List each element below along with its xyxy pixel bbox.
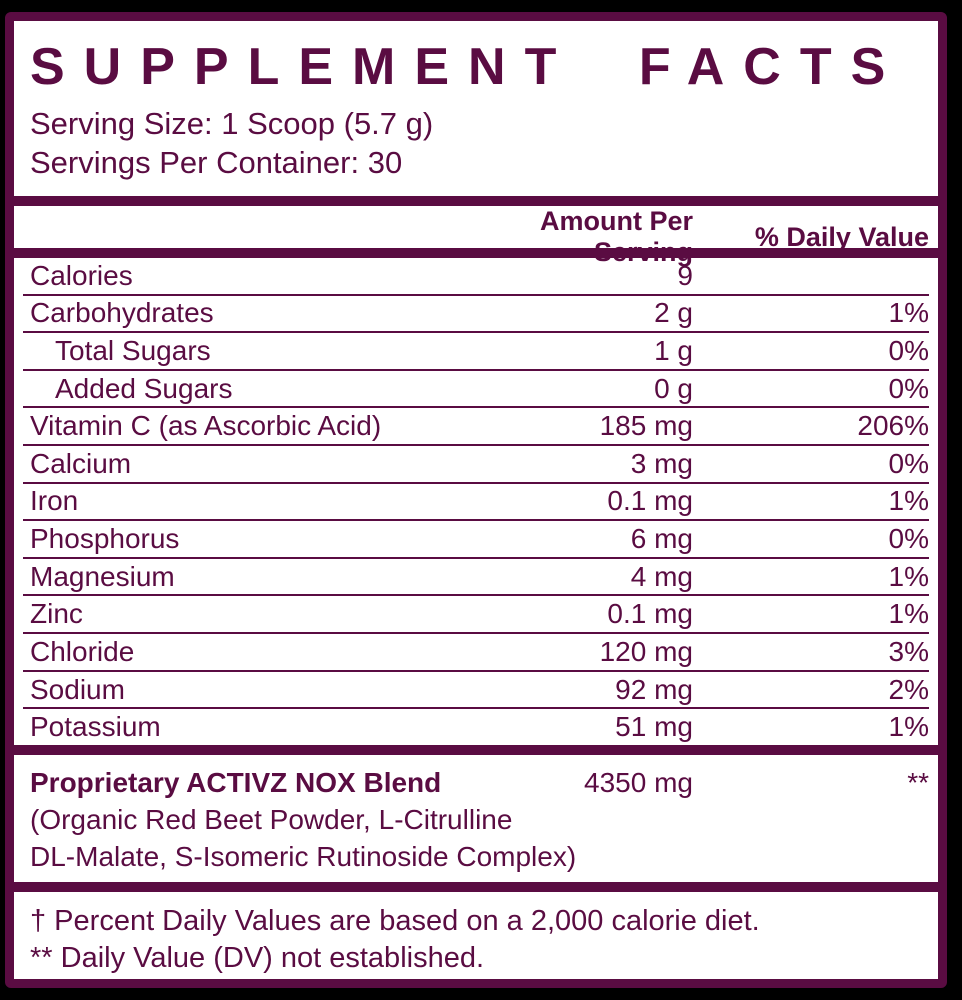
amount-value: 4 mg xyxy=(630,560,693,592)
nutrient-name: Vitamin C (as Ascorbic Acid) xyxy=(30,410,382,442)
amount-value: 185 mg xyxy=(599,410,693,442)
nutrient-name: Calories xyxy=(30,259,133,291)
dv-value: 2% xyxy=(888,673,929,705)
column-header-row: Amount Per Serving % Daily Value xyxy=(14,206,938,267)
blend-ingredients-line2: DL-Malate, S-Isomeric Rutinoside Complex… xyxy=(30,841,577,872)
percent-daily-value-header: % Daily Value xyxy=(754,221,929,252)
row-magnesium: Magnesium 4 mg 1% xyxy=(23,559,929,597)
amount-value: 0.1 mg xyxy=(607,598,693,630)
blend-row: Proprietary ACTIVZ NOX Blend 4350 mg ** xyxy=(30,764,929,801)
dv-value: 1% xyxy=(888,485,929,517)
nutrient-name: Phosphorus xyxy=(30,523,180,555)
row-potassium: Potassium 51 mg 1% xyxy=(23,709,929,745)
section-divider xyxy=(14,248,938,258)
row-total-sugars: Total Sugars 1 g 0% xyxy=(23,333,929,371)
dv-value: 1% xyxy=(888,711,929,743)
row-sodium: Sodium 92 mg 2% xyxy=(23,672,929,710)
nutrient-name: Added Sugars xyxy=(55,372,233,404)
blend-ingredients-line1: (Organic Red Beet Powder, L-Citrulline xyxy=(30,804,513,835)
nutrient-name: Potassium xyxy=(30,711,161,743)
supplement-facts-panel: SUPPLEMENT FACTS Serving Size: 1 Scoop (… xyxy=(5,12,947,988)
amount-value: 1 g xyxy=(654,335,693,367)
blend-amount: 4350 mg xyxy=(584,767,693,798)
row-iron: Iron 0.1 mg 1% xyxy=(23,484,929,522)
footnote-daily-values: † Percent Daily Values are based on a 2,… xyxy=(30,905,760,937)
section-divider xyxy=(14,882,938,892)
amount-value: 9 xyxy=(677,259,693,291)
amount-value: 120 mg xyxy=(599,635,693,667)
footnotes-section: † Percent Daily Values are based on a 2,… xyxy=(14,892,938,979)
row-chloride: Chloride 120 mg 3% xyxy=(23,634,929,672)
row-vitamin-c: Vitamin C (as Ascorbic Acid) 185 mg 206% xyxy=(23,408,929,447)
amount-value: 92 mg xyxy=(615,673,693,705)
amount-value: 0 g xyxy=(654,372,693,404)
dv-value: 0% xyxy=(888,372,929,404)
nutrient-name: Iron xyxy=(30,485,79,517)
dv-value: 0% xyxy=(888,447,929,479)
row-phosphorus: Phosphorus 6 mg 0% xyxy=(23,521,929,559)
nutrient-name: Chloride xyxy=(30,635,135,667)
nutrient-name: Sodium xyxy=(30,673,125,705)
dv-value: 1% xyxy=(888,297,929,329)
amount-value: 51 mg xyxy=(615,711,693,743)
nutrient-table: Calories 9 Carbohydrates 2 g 1% Total Su… xyxy=(14,258,938,745)
nutrient-name: Total Sugars xyxy=(55,335,211,367)
serving-size: Serving Size: 1 Scoop (5.7 g) xyxy=(30,106,434,142)
dv-value: 206% xyxy=(857,410,929,442)
row-calcium: Calcium 3 mg 0% xyxy=(23,446,929,484)
row-added-sugars: Added Sugars 0 g 0% xyxy=(23,371,929,409)
amount-value: 2 g xyxy=(654,297,693,329)
section-divider xyxy=(14,745,938,755)
dv-value: 0% xyxy=(888,523,929,555)
footnote-dv-not-established: ** Daily Value (DV) not established. xyxy=(30,942,485,974)
label-title: SUPPLEMENT FACTS xyxy=(30,38,905,96)
row-zinc: Zinc 0.1 mg 1% xyxy=(23,596,929,635)
section-divider xyxy=(14,196,938,206)
label-header: SUPPLEMENT FACTS Serving Size: 1 Scoop (… xyxy=(14,21,938,196)
serving-info: Serving Size: 1 Scoop (5.7 g) Servings P… xyxy=(30,104,938,182)
blend-dv: ** xyxy=(907,767,929,798)
blend-name: Proprietary ACTIVZ NOX Blend xyxy=(30,767,442,798)
dv-value: 1% xyxy=(888,560,929,592)
dv-value: 3% xyxy=(888,635,929,667)
amount-value: 0.1 mg xyxy=(607,485,693,517)
row-carbohydrates: Carbohydrates 2 g 1% xyxy=(23,296,929,334)
servings-per-container: Servings Per Container: 30 xyxy=(30,145,403,181)
amount-value: 3 mg xyxy=(630,447,693,479)
amount-value: 6 mg xyxy=(630,523,693,555)
nutrient-name: Zinc xyxy=(30,598,83,630)
nutrient-name: Calcium xyxy=(30,447,132,479)
nutrient-name: Magnesium xyxy=(30,560,175,592)
nutrient-name: Carbohydrates xyxy=(30,297,214,329)
proprietary-blend-section: Proprietary ACTIVZ NOX Blend 4350 mg ** … xyxy=(14,755,938,882)
row-calories: Calories 9 xyxy=(23,258,929,296)
dv-value: 0% xyxy=(888,335,929,367)
dv-value: 1% xyxy=(888,598,929,630)
